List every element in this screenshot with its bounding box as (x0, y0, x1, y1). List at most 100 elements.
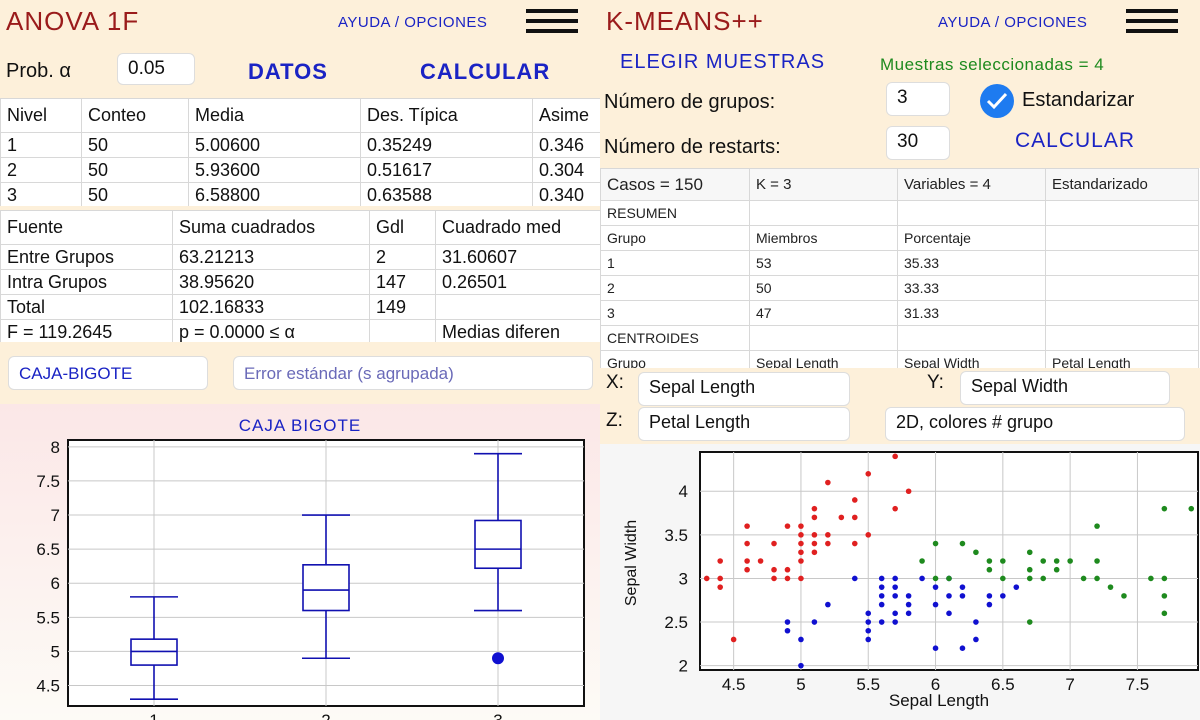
plot-frame (699, 451, 1199, 671)
datos-button[interactable]: DATOS (248, 59, 328, 84)
column-header: Asime (532, 98, 600, 133)
data-point (1161, 593, 1168, 599)
table-cell (897, 200, 1046, 226)
prob-label: Prob. α (6, 60, 71, 82)
select-samples-button[interactable]: ELEGIR MUESTRAS (620, 51, 826, 73)
checkmark-icon[interactable] (980, 84, 1014, 118)
data-point (798, 575, 804, 582)
table-cell: 102.16833 (172, 294, 370, 320)
data-point (825, 540, 831, 547)
column-header: Nivel (0, 98, 82, 133)
data-point (959, 645, 966, 651)
data-point (1094, 575, 1100, 582)
table-cell: Porcentaje (897, 225, 1046, 251)
column-header: Casos = 150 (600, 168, 750, 201)
data-point (798, 540, 804, 547)
table-cell: 33.33 (897, 275, 1046, 301)
data-point (771, 575, 777, 582)
y-tick-label: 6 (51, 574, 60, 593)
data-point (892, 610, 898, 617)
table-cell: 2 (0, 157, 82, 183)
table-cell (1045, 300, 1199, 326)
z-variable-select[interactable]: Petal Length (638, 407, 850, 441)
y-tick-label: 5 (51, 642, 60, 661)
groups-input[interactable]: 3 (886, 82, 950, 116)
help-options-link[interactable]: AYUDA / OPCIONES (938, 14, 1088, 31)
table-cell: 50 (749, 275, 898, 301)
data-point (1040, 575, 1047, 582)
data-point (986, 601, 993, 608)
x-variable-select[interactable]: Sepal Length (638, 372, 850, 406)
data-point (1000, 558, 1006, 564)
data-point (798, 549, 804, 556)
app-title: K-MEANS++ (606, 6, 764, 36)
data-point (973, 549, 979, 556)
data-point (1094, 523, 1100, 529)
table-cell (369, 319, 436, 345)
data-point (798, 636, 804, 643)
x-tick-label: 2 (321, 711, 330, 720)
column-header: Media (188, 98, 361, 133)
data-point (905, 601, 912, 608)
box-plot-area: CAJA BIGOTE 4.5 5 5.5 6 6.5 7 7.5 8 1 2 3 (0, 404, 600, 720)
data-point (1053, 558, 1060, 564)
divider (0, 206, 600, 210)
data-point (811, 619, 818, 625)
prob-alpha-input[interactable]: 0.05 (117, 53, 195, 85)
table-cell (1045, 250, 1199, 276)
hamburger-menu-icon[interactable] (526, 9, 580, 35)
x-tick-label: 3 (493, 711, 502, 720)
restarts-input[interactable]: 30 (886, 126, 950, 160)
box (474, 519, 522, 570)
anova-controls: Prob. α 0.05 DATOS CALCULAR (0, 42, 600, 98)
data-point (1161, 575, 1168, 582)
table-cell: 31.60607 (435, 244, 600, 270)
table-cell: Grupo (600, 350, 750, 368)
data-point (892, 453, 898, 460)
column-header: Suma cuadrados (172, 210, 370, 245)
data-point (851, 540, 858, 547)
data-point (1040, 558, 1047, 564)
table-row: 1 53 35.33 (600, 250, 1199, 276)
y-tick-label: 4 (679, 482, 688, 501)
table-cell (1045, 225, 1199, 251)
box (302, 564, 350, 612)
data-point (959, 540, 966, 547)
hamburger-menu-icon[interactable] (1126, 9, 1180, 35)
data-point (865, 610, 872, 617)
data-point (1161, 505, 1168, 512)
data-point (1094, 558, 1100, 564)
data-point (811, 532, 818, 538)
data-point (986, 593, 993, 599)
y-axis-title: Sepal Width (623, 520, 640, 606)
table-cell: 0.26501 (435, 269, 600, 295)
help-options-link[interactable]: AYUDA / OPCIONES (338, 14, 488, 31)
plot-mode-select[interactable]: 2D, colores # grupo (885, 407, 1185, 441)
error-type-select[interactable]: Error estándar (s agrupada) (233, 356, 593, 390)
data-point (878, 584, 885, 590)
plot-type-select[interactable]: CAJA-BIGOTE (8, 356, 208, 390)
table-cell: Sepal Width (897, 350, 1046, 368)
y-variable-select[interactable]: Sepal Width (960, 371, 1170, 405)
table-cell: 50 (81, 182, 189, 208)
calcular-button[interactable]: CALCULAR (420, 59, 551, 84)
table-row: Total 102.16833 149 (0, 294, 600, 320)
table-row: 3 47 31.33 (600, 300, 1199, 326)
data-point (811, 514, 818, 521)
data-point (946, 593, 952, 599)
data-point (1026, 575, 1033, 582)
column-header: Des. Típica (360, 98, 533, 133)
table-cell: 2 (600, 275, 750, 301)
data-point (744, 558, 750, 564)
table-cell: Intra Grupos (0, 269, 173, 295)
table-cell: 1 (600, 250, 750, 276)
data-point (932, 601, 939, 608)
column-header: Variables = 4 (897, 168, 1046, 201)
data-point (798, 523, 804, 529)
table-cell (749, 200, 898, 226)
x-axis-label: X: (606, 372, 624, 393)
x-tick-label: 6 (931, 675, 940, 694)
data-point (878, 601, 885, 608)
table-row: Grupo Miembros Porcentaje (600, 225, 1199, 251)
calcular-button[interactable]: CALCULAR (1015, 129, 1136, 152)
